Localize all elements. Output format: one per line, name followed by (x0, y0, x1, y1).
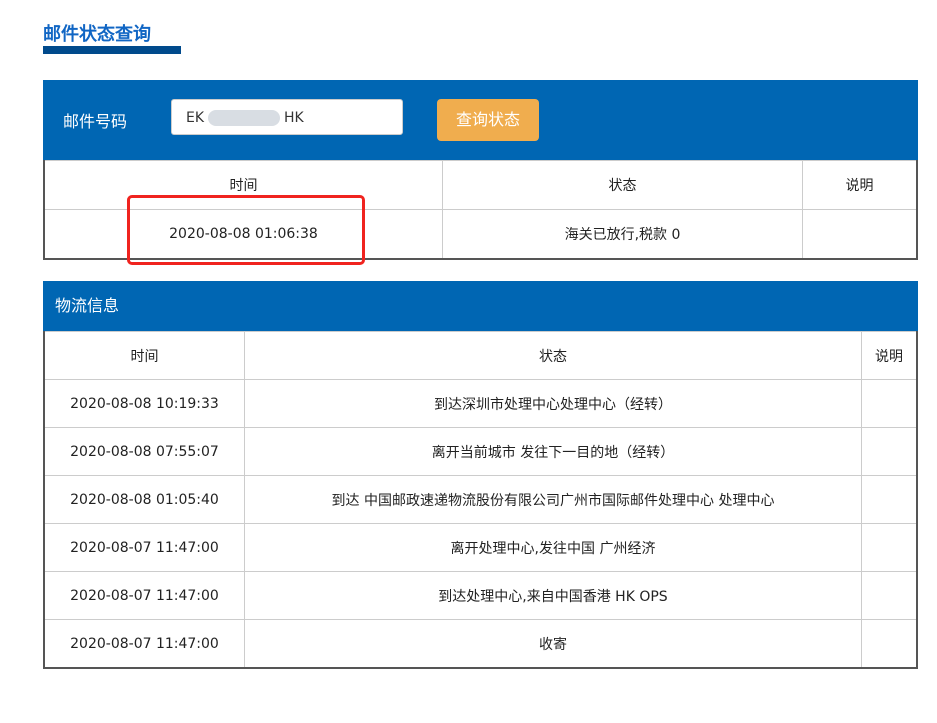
cell-status: 离开处理中心,发往中国 广州经济 (244, 523, 862, 572)
cell-status: 海关已放行,税款 0 (442, 209, 803, 260)
cell-note (861, 475, 918, 524)
cell-time: 2020-08-07 11:47:00 (43, 619, 245, 669)
cell-status: 到达处理中心,来自中国香港 HK OPS (244, 571, 862, 620)
col-time: 时间 (43, 331, 245, 380)
logistics-table: 时间 状态 说明 2020-08-08 10:19:33 到达深圳市处理中心处理中心（… (43, 331, 918, 669)
input-suffix: HK (284, 110, 304, 126)
cell-status: 收寄 (244, 619, 862, 669)
cell-time: 2020-08-07 11:47:00 (43, 523, 245, 572)
cell-note (861, 571, 918, 620)
cell-time: 2020-08-08 10:19:33 (43, 379, 245, 428)
cell-status: 离开当前城市 发往下一目的地（经转） (244, 427, 862, 476)
col-note: 说明 (802, 160, 918, 210)
cell-note (861, 523, 918, 572)
cell-status: 到达深圳市处理中心处理中心（经转） (244, 379, 862, 428)
page-title: 邮件状态查询 (43, 24, 151, 45)
table-row: 2020-08-08 10:19:33 到达深圳市处理中心处理中心（经转） (43, 379, 918, 428)
cell-time: 2020-08-07 11:47:00 (43, 571, 245, 620)
table-row: 2020-08-07 11:47:00 到达处理中心,来自中国香港 HK OPS (43, 571, 918, 620)
status-table: 时间 状态 说明 2020-08-08 01:06:38 海关已放行,税款 0 (43, 160, 918, 260)
mail-number-label: 邮件号码 (63, 112, 128, 131)
title-underline (43, 46, 181, 54)
cell-note (802, 209, 918, 260)
table-row: 2020-08-07 11:47:00 离开处理中心,发往中国 广州经济 (43, 523, 918, 572)
table-row: 2020-08-08 01:05:40 到达 中国邮政速递物流股份有限公司广州市国… (43, 475, 918, 524)
cell-time: 2020-08-08 01:06:38 (43, 209, 443, 260)
mail-number-input[interactable]: EK HK (171, 99, 403, 135)
col-status: 状态 (442, 160, 803, 210)
cell-time: 2020-08-08 07:55:07 (43, 427, 245, 476)
cell-status: 到达 中国邮政速递物流股份有限公司广州市国际邮件处理中心 处理中心 (244, 475, 862, 524)
table-row: 2020-08-07 11:47:00 收寄 (43, 619, 918, 669)
logistics-panel: 物流信息 时间 状态 说明 2020-08-08 10:19:33 到达深圳市处理中心… (43, 281, 918, 669)
logistics-title: 物流信息 (43, 281, 918, 331)
cell-time: 2020-08-08 01:05:40 (43, 475, 245, 524)
query-panel: 邮件号码 EK HK 查询状态 时间 状态 说明 2020-08-08 01:06:3… (43, 80, 918, 260)
redaction-blur (208, 110, 281, 126)
col-note: 说明 (861, 331, 918, 380)
col-time: 时间 (43, 160, 443, 210)
table-row: 2020-08-08 01:06:38 海关已放行,税款 0 (43, 209, 918, 260)
cell-note (861, 427, 918, 476)
input-prefix: EK (186, 110, 205, 126)
cell-note (861, 379, 918, 428)
col-status: 状态 (244, 331, 862, 380)
table-row: 2020-08-08 07:55:07 离开当前城市 发往下一目的地（经转） (43, 427, 918, 476)
query-header: 邮件号码 EK HK 查询状态 (43, 80, 918, 160)
highlight-annotation (127, 195, 365, 265)
cell-note (861, 619, 918, 669)
query-status-button[interactable]: 查询状态 (437, 99, 539, 141)
